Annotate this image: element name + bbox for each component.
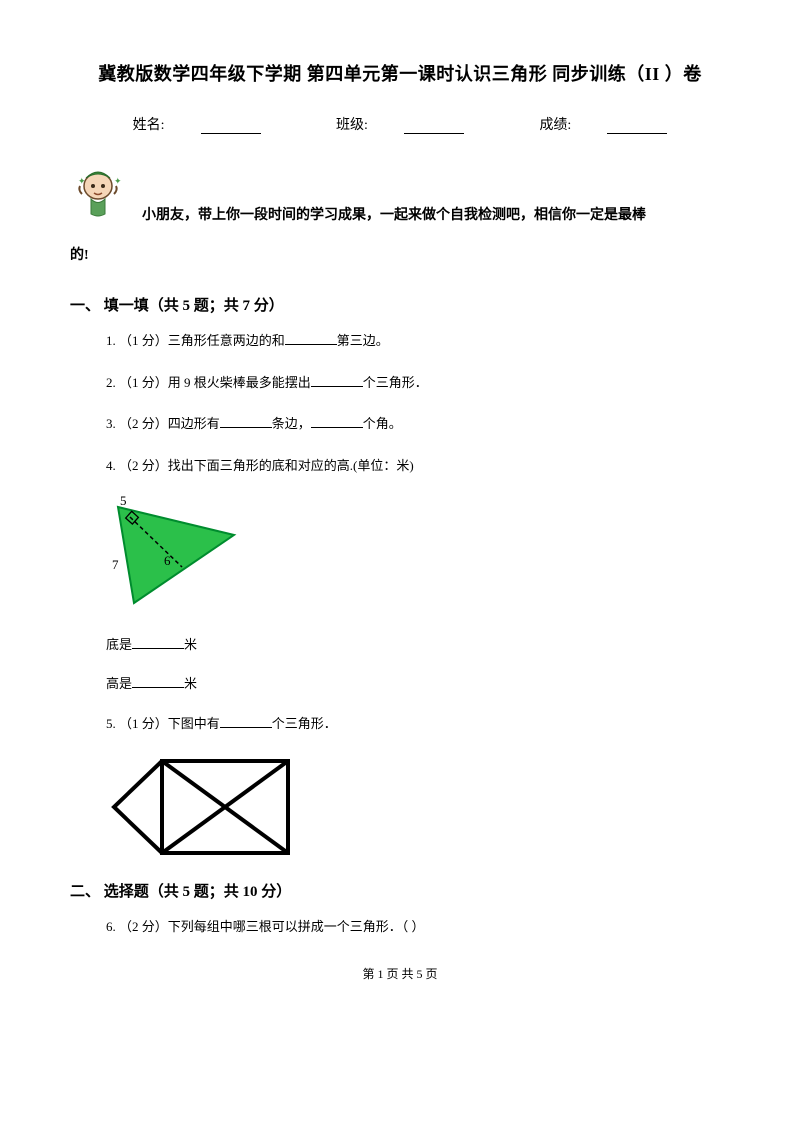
class-blank	[404, 119, 464, 134]
page-footer: 第 1 页 共 5 页	[70, 965, 730, 982]
q1-suffix: 第三边。	[337, 333, 389, 348]
question-1: 1. （1 分）三角形任意两边的和 第三边。	[106, 329, 730, 352]
q4-base-line: 底是 米	[106, 634, 730, 653]
q5-figure	[106, 753, 730, 868]
q3-mid: 条边，	[272, 416, 311, 431]
class-label: 班级:	[336, 118, 368, 133]
q3-blank1	[220, 414, 272, 428]
intro-text-1: 小朋友，带上你一段时间的学习成果，一起来做个自我检测吧，相信你一定是最棒	[142, 164, 646, 232]
svg-text:✦: ✦	[114, 176, 122, 186]
q1-prefix: 1. （1 分）三角形任意两边的和	[106, 333, 285, 348]
question-6: 6. （2 分）下列每组中哪三根可以拼成一个三角形．（ ）	[106, 915, 730, 938]
name-blank	[201, 119, 261, 134]
q4-base-blank	[132, 635, 184, 649]
intro-text-2: 的!	[70, 240, 730, 272]
name-label: 姓名:	[133, 118, 165, 133]
info-line: 姓名: 班级: 成绩:	[70, 114, 730, 134]
q4-label-a: 5	[120, 495, 127, 508]
q4-base-label: 底是	[106, 637, 132, 652]
q5-left-tri	[114, 761, 162, 853]
q5-prefix: 5. （1 分）下图中有	[106, 716, 220, 731]
q4-height-unit: 米	[184, 676, 197, 691]
q4-height-label: 高是	[106, 676, 132, 691]
score-label: 成绩:	[539, 118, 571, 133]
q4-label-c: 7	[112, 557, 119, 572]
q4-figure: 5 6 7	[106, 495, 730, 620]
question-4: 4. （2 分）找出下面三角形的底和对应的高.(单位：米)	[106, 454, 730, 477]
q2-suffix: 个三角形．	[363, 375, 428, 390]
q3-suffix: 个角。	[363, 416, 402, 431]
mascot-icon: ✦ ✦	[74, 164, 122, 224]
section1-header: 一、 填一填（共 5 题；共 7 分）	[70, 294, 730, 315]
q5-blank	[220, 714, 272, 728]
q3-prefix: 3. （2 分）四边形有	[106, 416, 220, 431]
q4-height-line: 高是 米	[106, 673, 730, 692]
q3-blank2	[311, 414, 363, 428]
q2-prefix: 2. （1 分）用 9 根火柴棒最多能摆出	[106, 375, 311, 390]
question-5: 5. （1 分）下图中有 个三角形．	[106, 712, 730, 735]
page-title: 冀教版数学四年级下学期 第四单元第一课时认识三角形 同步训练（II ）卷	[70, 60, 730, 86]
q4-height-blank	[132, 674, 184, 688]
section2-header: 二、 选择题（共 5 题；共 10 分）	[70, 880, 730, 901]
question-2: 2. （1 分）用 9 根火柴棒最多能摆出 个三角形．	[106, 371, 730, 394]
score-blank	[607, 119, 667, 134]
q4-base-unit: 米	[184, 637, 197, 652]
q1-blank	[285, 331, 337, 345]
svg-text:✦: ✦	[78, 176, 86, 186]
q2-blank	[311, 373, 363, 387]
question-3: 3. （2 分）四边形有 条边， 个角。	[106, 412, 730, 435]
q5-suffix: 个三角形．	[272, 716, 337, 731]
q4-label-b: 6	[164, 553, 171, 568]
